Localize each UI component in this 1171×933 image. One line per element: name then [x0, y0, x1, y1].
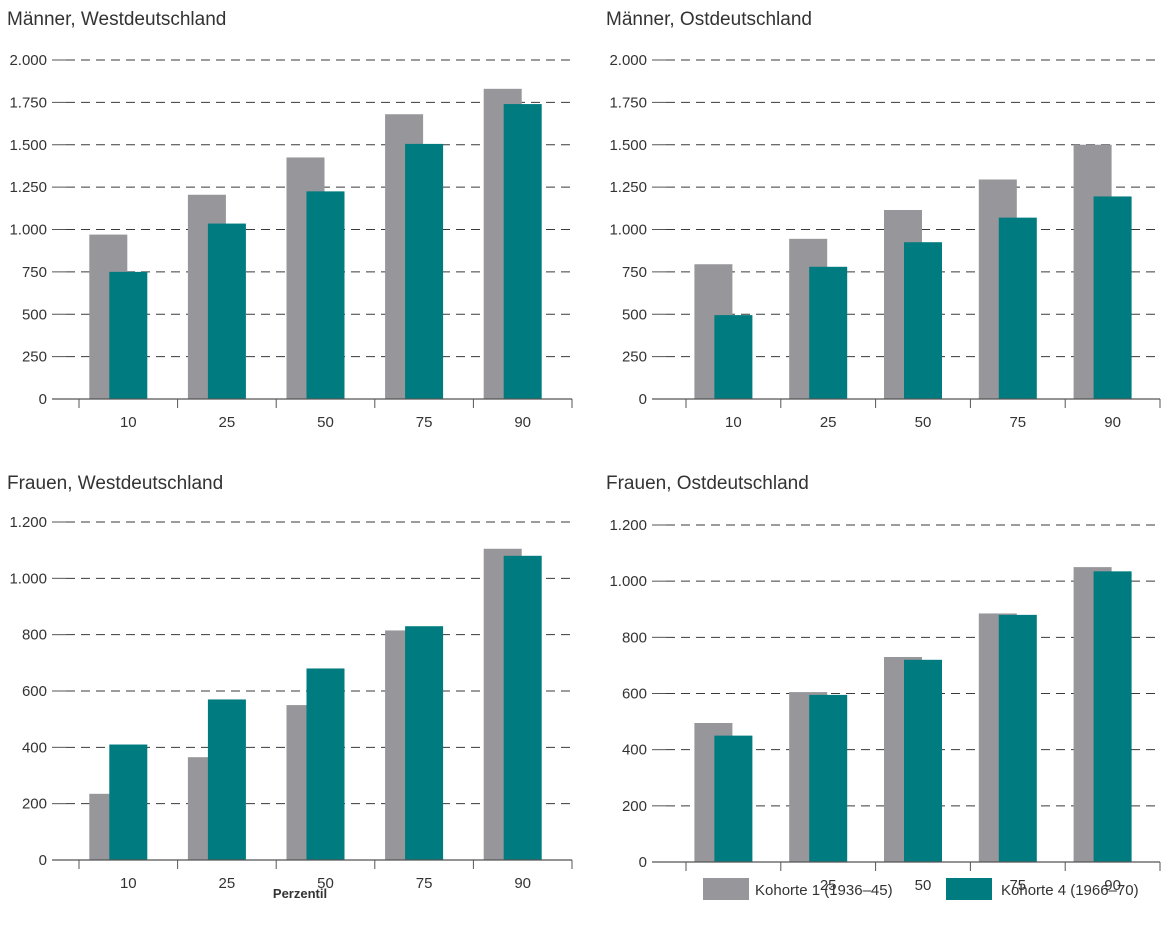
bar-kohorte-4 — [998, 614, 1037, 862]
bar-kohorte-4 — [904, 659, 942, 862]
x-tick-label: 50 — [317, 875, 334, 892]
y-tick-label: 1.000 — [609, 222, 647, 239]
bar-kohorte-4 — [405, 143, 444, 399]
bar-kohorte-4 — [405, 626, 444, 860]
bar-kohorte-4 — [714, 315, 753, 399]
legend-label: Kohorte 1 (1936–45) — [755, 882, 893, 899]
bar-kohorte-4 — [503, 555, 542, 860]
bar-kohorte-4 — [809, 694, 848, 862]
bar-kohorte-4 — [306, 668, 345, 860]
y-tick-label: 200 — [22, 796, 47, 813]
bar-kohorte-4 — [998, 217, 1037, 399]
y-tick-label: 0 — [639, 854, 647, 871]
x-axis-label: Perzentil — [273, 886, 327, 901]
x-tick-label: 75 — [416, 414, 433, 431]
bar-kohorte-4 — [109, 744, 148, 860]
x-tick-label: 90 — [514, 414, 531, 431]
y-tick-label: 2.000 — [9, 52, 47, 69]
y-tick-label: 800 — [22, 627, 47, 644]
x-tick-label: 10 — [120, 414, 137, 431]
x-tick-label: 25 — [820, 877, 837, 894]
y-tick-label: 2.000 — [609, 52, 647, 69]
y-tick-label: 500 — [622, 306, 647, 323]
y-tick-label: 600 — [622, 686, 647, 703]
legend-label: Kohorte 4 (1966–70) — [1001, 882, 1139, 899]
bar-kohorte-4 — [1093, 196, 1132, 399]
y-tick-label: 1.750 — [9, 94, 47, 111]
x-tick-label: 90 — [514, 875, 531, 892]
y-tick-label: 1.250 — [9, 179, 47, 196]
y-tick-label: 750 — [622, 264, 647, 281]
y-tick-label: 400 — [622, 742, 647, 759]
legend-swatch — [946, 878, 992, 900]
bar-kohorte-4 — [904, 242, 942, 399]
chart-title: Frauen, Ostdeutschland — [606, 473, 809, 494]
chart-title: Frauen, Westdeutschland — [7, 473, 223, 494]
y-tick-label: 1.000 — [9, 570, 47, 587]
x-tick-label: 25 — [219, 414, 236, 431]
bar-kohorte-4 — [306, 191, 345, 399]
x-tick-label: 75 — [1009, 414, 1026, 431]
y-tick-label: 800 — [622, 629, 647, 646]
x-tick-label: 10 — [725, 414, 742, 431]
bar-kohorte-4 — [109, 271, 148, 399]
y-tick-label: 1.250 — [609, 179, 647, 196]
y-tick-label: 200 — [622, 798, 647, 815]
y-tick-label: 1.500 — [9, 137, 47, 154]
chart-title: Männer, Ostdeutschland — [606, 9, 812, 30]
y-tick-label: 0 — [39, 391, 47, 408]
bar-kohorte-4 — [207, 223, 246, 399]
y-tick-label: 400 — [22, 739, 47, 756]
y-tick-label: 0 — [639, 391, 647, 408]
bar-kohorte-4 — [714, 735, 753, 862]
y-tick-label: 600 — [22, 683, 47, 700]
bar-kohorte-4 — [207, 699, 246, 860]
x-tick-label: 50 — [915, 414, 932, 431]
x-tick-label: 75 — [416, 875, 433, 892]
bar-kohorte-4 — [809, 266, 848, 399]
chart-title: Männer, Westdeutschland — [7, 9, 226, 30]
y-tick-label: 250 — [622, 349, 647, 366]
y-tick-label: 750 — [22, 264, 47, 281]
y-tick-label: 1.200 — [609, 517, 647, 534]
x-tick-label: 50 — [915, 877, 932, 894]
y-tick-label: 1.000 — [9, 222, 47, 239]
y-tick-label: 1.000 — [609, 573, 647, 590]
y-tick-label: 1.500 — [609, 137, 647, 154]
x-tick-label: 75 — [1009, 877, 1026, 894]
bar-kohorte-4 — [503, 104, 542, 399]
bar-kohorte-4 — [1093, 571, 1132, 862]
x-tick-label: 90 — [1104, 414, 1121, 431]
x-tick-label: 25 — [219, 875, 236, 892]
y-tick-label: 500 — [22, 306, 47, 323]
y-tick-label: 1.750 — [609, 94, 647, 111]
x-tick-label: 50 — [317, 414, 334, 431]
x-tick-label: 90 — [1104, 877, 1121, 894]
x-tick-label: 25 — [820, 414, 837, 431]
x-tick-label: 10 — [120, 875, 137, 892]
y-tick-label: 0 — [39, 852, 47, 869]
y-tick-label: 1.200 — [9, 514, 47, 531]
y-tick-label: 250 — [22, 349, 47, 366]
legend-swatch — [703, 878, 749, 900]
